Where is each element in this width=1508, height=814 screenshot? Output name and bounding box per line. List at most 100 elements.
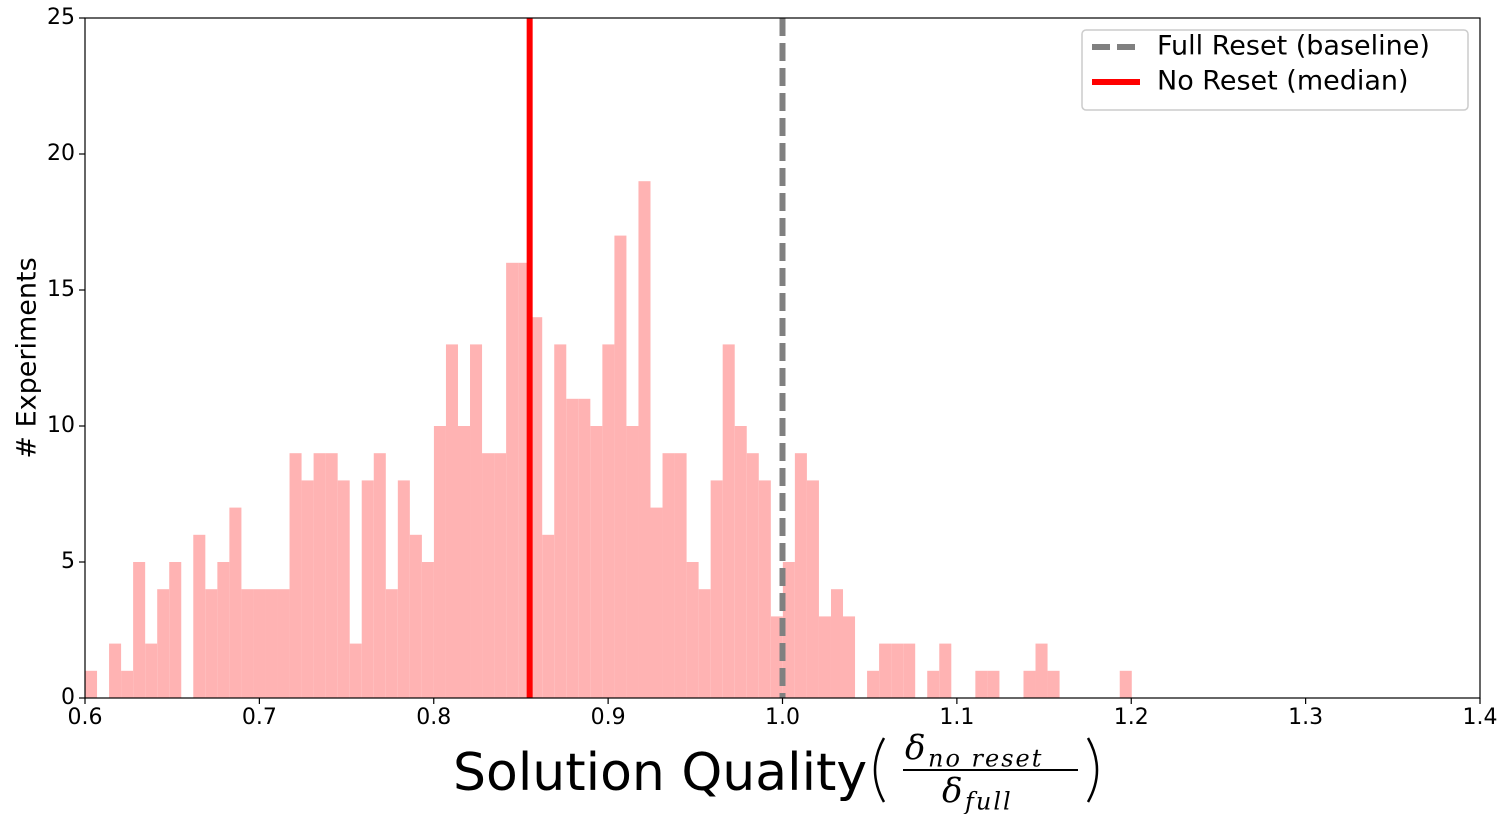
bar	[217, 562, 230, 698]
bar	[782, 562, 795, 698]
bar	[1047, 670, 1060, 698]
bar	[277, 589, 290, 698]
bar	[506, 262, 519, 698]
x-tick-label: 1.1	[939, 705, 974, 730]
paren-left	[873, 737, 886, 803]
y-tick-label: 10	[47, 413, 75, 438]
paren-right	[1086, 737, 1099, 803]
bar	[650, 507, 663, 698]
bar	[265, 589, 278, 698]
bar	[433, 426, 446, 698]
bar	[879, 643, 892, 698]
x-tick-label: 0.8	[416, 705, 451, 730]
bar	[157, 589, 170, 698]
bar	[830, 589, 844, 698]
bar	[638, 181, 651, 698]
bar	[133, 562, 146, 698]
y-axis-label: # Experiments	[12, 257, 43, 458]
bar	[939, 643, 952, 698]
bar	[794, 453, 807, 698]
bar	[975, 670, 988, 698]
bar	[470, 344, 483, 698]
bar	[193, 534, 206, 698]
bar	[349, 643, 362, 698]
bar	[361, 480, 374, 698]
y-tick-label: 15	[47, 277, 75, 302]
x-tick-label: 1.3	[1288, 705, 1323, 730]
x-label-numerator: δ	[905, 728, 925, 768]
bar	[121, 670, 134, 698]
bar	[686, 562, 699, 698]
bar	[843, 616, 856, 698]
bar	[229, 507, 242, 698]
bar	[566, 398, 579, 698]
y-tick-label: 20	[47, 141, 75, 166]
bar	[289, 453, 302, 698]
bar	[397, 480, 410, 698]
bar	[614, 235, 627, 698]
bar	[253, 589, 266, 698]
bar	[734, 426, 747, 698]
bar	[530, 317, 543, 698]
x-tick-label: 0.6	[68, 705, 103, 730]
legend-label: Full Reset (baseline)	[1157, 31, 1430, 62]
bar	[1119, 670, 1132, 698]
bar	[602, 344, 615, 698]
bar	[818, 616, 831, 698]
x-label-numerator-sub: no reset	[928, 745, 1043, 773]
bar	[494, 453, 507, 698]
legend-box	[1081, 29, 1469, 111]
bar	[409, 534, 422, 698]
bar	[301, 480, 314, 698]
legend-label: No Reset (median)	[1157, 66, 1409, 97]
bar	[903, 643, 916, 698]
bar	[313, 453, 326, 698]
bar	[457, 426, 471, 698]
bar	[325, 453, 338, 698]
x-tick-label: 1.2	[1114, 705, 1149, 730]
bar	[241, 589, 254, 698]
bar	[445, 344, 458, 698]
bar	[385, 589, 398, 698]
bar	[626, 426, 639, 698]
bar	[145, 643, 158, 698]
bar	[806, 480, 819, 698]
bar	[867, 670, 880, 698]
legend: Full Reset (baseline) No Reset (median)	[1081, 29, 1469, 111]
bar	[722, 344, 735, 698]
bar	[205, 589, 218, 698]
bar	[987, 670, 1000, 698]
x-label-denominator: δ	[942, 771, 962, 811]
x-axis-label: Solution Quality	[453, 743, 867, 803]
x-tick-label: 1.4	[1463, 705, 1498, 730]
bar	[674, 453, 687, 698]
bar	[662, 453, 675, 698]
y-tick-label: 25	[47, 5, 75, 30]
bar	[542, 534, 555, 698]
bar	[927, 670, 940, 698]
x-tick-label: 1.0	[765, 705, 800, 730]
bar	[758, 480, 771, 698]
bar	[746, 453, 759, 698]
bar	[590, 426, 603, 698]
bar	[109, 643, 122, 698]
y-tick-label: 0	[61, 685, 75, 710]
bar	[169, 562, 182, 698]
bar	[891, 643, 904, 698]
y-tick-label: 5	[61, 549, 75, 574]
bar	[85, 670, 98, 698]
x-label-denominator-sub: full	[963, 788, 1013, 814]
bar	[710, 480, 723, 698]
bar	[482, 453, 495, 698]
bar	[578, 398, 591, 698]
bar	[373, 453, 386, 698]
bar	[698, 589, 711, 698]
bar	[1035, 643, 1048, 698]
x-tick-label: 0.7	[242, 705, 277, 730]
x-tick-label: 0.9	[591, 705, 626, 730]
bar	[337, 480, 350, 698]
bar	[421, 562, 434, 698]
bar	[554, 344, 567, 698]
